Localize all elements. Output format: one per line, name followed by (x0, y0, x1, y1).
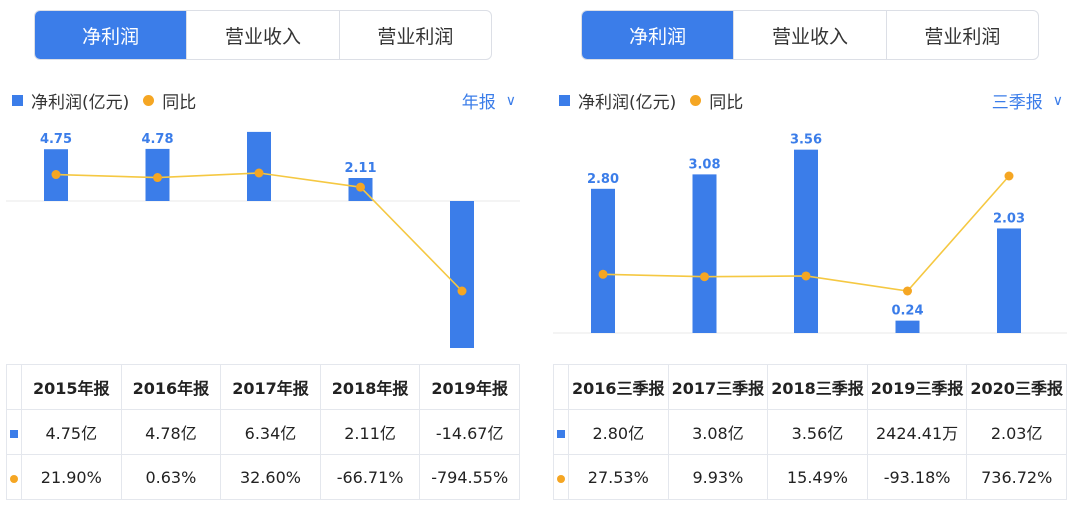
value-cell: 4.75亿 (21, 409, 122, 455)
bar-value-label: 2.03 (993, 211, 1025, 226)
period-header: 2018年报 (319, 364, 421, 410)
yoy-point (700, 272, 709, 282)
yoy-point (51, 170, 61, 180)
bar-value-label: 3.08 (688, 157, 720, 172)
net-profit-chart: 4.754.786.342.11-14.67 (6, 128, 520, 348)
table-row: 27.53% 9.93% 15.49% -93.18% 736.72% (553, 454, 1067, 500)
yoy-cell: -66.71% (319, 454, 421, 500)
table-row: 4.75亿 4.78亿 6.34亿 2.11亿 -14.67亿 (6, 409, 520, 455)
period-dropdown[interactable]: 三季报 ∨ (991, 88, 1063, 114)
bar-legend-label: 净利润(亿元) (578, 93, 677, 113)
period-header: 2017三季报 (667, 364, 769, 410)
period-header: 2020三季报 (966, 364, 1067, 410)
bar (692, 174, 717, 333)
yoy-cell: -794.55% (419, 454, 520, 500)
period-label: 年报 (461, 93, 496, 113)
bar-legend-label: 净利润(亿元) (31, 93, 130, 113)
bar-value-label: 0.24 (891, 304, 923, 319)
yoy-cell: -93.18% (866, 454, 968, 500)
data-table: 2015年报 2016年报 2017年报 2018年报 2019年报 4.75亿… (6, 364, 520, 500)
value-cell: 2424.41万 (866, 409, 968, 455)
bar (450, 201, 474, 348)
chevron-down-icon: ∨ (505, 92, 516, 109)
line-legend-swatch (690, 95, 702, 106)
line-series-icon (553, 454, 569, 500)
line-legend-label: 同比 (162, 93, 197, 113)
period-header: 2019三季报 (866, 364, 968, 410)
yoy-point (903, 286, 912, 296)
table-header-row: 2015年报 2016年报 2017年报 2018年报 2019年报 (6, 364, 520, 410)
value-cell: 4.78亿 (120, 409, 222, 455)
yoy-point (598, 269, 608, 279)
line-series-icon (6, 454, 22, 500)
table-header-row: 2016三季报 2017三季报 2018三季报 2019三季报 2020三季报 (553, 364, 1067, 410)
value-cell: 2.11亿 (319, 409, 421, 455)
bar-value-label: 2.11 (344, 161, 376, 176)
yoy-point (457, 286, 467, 296)
line-legend-swatch (143, 95, 155, 106)
bar (247, 131, 271, 201)
chart-legend: 净利润(亿元) 同比 (559, 88, 743, 113)
value-cell: 2.03亿 (966, 409, 1067, 455)
yoy-cell: 32.60% (220, 454, 321, 500)
chevron-down-icon: ∨ (1052, 92, 1063, 109)
period-header: 2019年报 (419, 364, 520, 410)
bar (591, 188, 615, 333)
value-cell: 2.80亿 (568, 409, 669, 455)
data-table: 2016三季报 2017三季报 2018三季报 2019三季报 2020三季报 … (553, 364, 1067, 500)
bar-value-label: 2.80 (587, 172, 619, 187)
yoy-point (153, 173, 162, 183)
bar-series-icon (553, 409, 569, 455)
bar-value-label: 3.56 (790, 133, 822, 148)
tab-operating-profit[interactable]: 营业利润 (885, 11, 1038, 59)
period-header: 2018三季报 (767, 364, 868, 410)
bar-value-label: 6.34 (243, 128, 275, 130)
period-dropdown[interactable]: 年报 ∨ (461, 88, 516, 114)
tab-net-profit[interactable]: 净利润 (582, 11, 734, 59)
yoy-cell: 9.93% (667, 454, 769, 500)
value-cell: -14.67亿 (419, 409, 520, 455)
bar-legend-swatch (559, 95, 570, 106)
table-row: 2.80亿 3.08亿 3.56亿 2424.41万 2.03亿 (553, 409, 1067, 455)
value-cell: 3.08亿 (667, 409, 769, 455)
net-profit-chart: 2.80 3.08 3.56 0.24 2.03 (553, 133, 1067, 334)
bar (997, 228, 1021, 333)
bar-value-label: 4.75 (40, 132, 72, 147)
yoy-point (801, 271, 811, 281)
yoy-cell: 0.63% (120, 454, 222, 500)
bar-legend-swatch (12, 95, 23, 106)
yoy-point (1004, 171, 1014, 181)
quarterly-panel: 净利润 营业收入 营业利润 净利润(亿元) 同比 三季报 ∨ 2.80 3.08 3… (553, 0, 1073, 508)
period-header: 2017年报 (220, 364, 321, 410)
bar-value-label: 4.78 (141, 132, 173, 147)
yoy-point (356, 182, 365, 192)
metric-tabs: 净利润 营业收入 营业利润 (34, 10, 492, 60)
table-corner (553, 364, 569, 410)
period-header: 2015年报 (21, 364, 122, 410)
yoy-cell: 27.53% (568, 454, 669, 500)
line-legend-label: 同比 (709, 93, 744, 113)
tab-operating-profit[interactable]: 营业利润 (338, 11, 491, 59)
yoy-point (254, 168, 264, 178)
tab-net-profit[interactable]: 净利润 (35, 11, 187, 59)
bar-series-icon (6, 409, 22, 455)
table-corner (6, 364, 22, 410)
tab-revenue[interactable]: 营业收入 (186, 11, 338, 59)
yoy-cell: 21.90% (21, 454, 122, 500)
period-header: 2016年报 (120, 364, 222, 410)
table-row: 21.90% 0.63% 32.60% -66.71% -794.55% (6, 454, 520, 500)
period-label: 三季报 (991, 93, 1043, 113)
annual-panel: 净利润 营业收入 营业利润 净利润(亿元) 同比 年报 ∨ 4.75 4.78 6.… (6, 0, 526, 508)
yoy-cell: 736.72% (966, 454, 1067, 500)
value-cell: 6.34亿 (220, 409, 321, 455)
tab-revenue[interactable]: 营业收入 (733, 11, 885, 59)
yoy-cell: 15.49% (767, 454, 868, 500)
bar (895, 320, 920, 333)
period-header: 2016三季报 (568, 364, 669, 410)
chart-legend: 净利润(亿元) 同比 (12, 88, 196, 113)
bar (794, 149, 818, 333)
metric-tabs: 净利润 营业收入 营业利润 (581, 10, 1039, 60)
value-cell: 3.56亿 (767, 409, 868, 455)
